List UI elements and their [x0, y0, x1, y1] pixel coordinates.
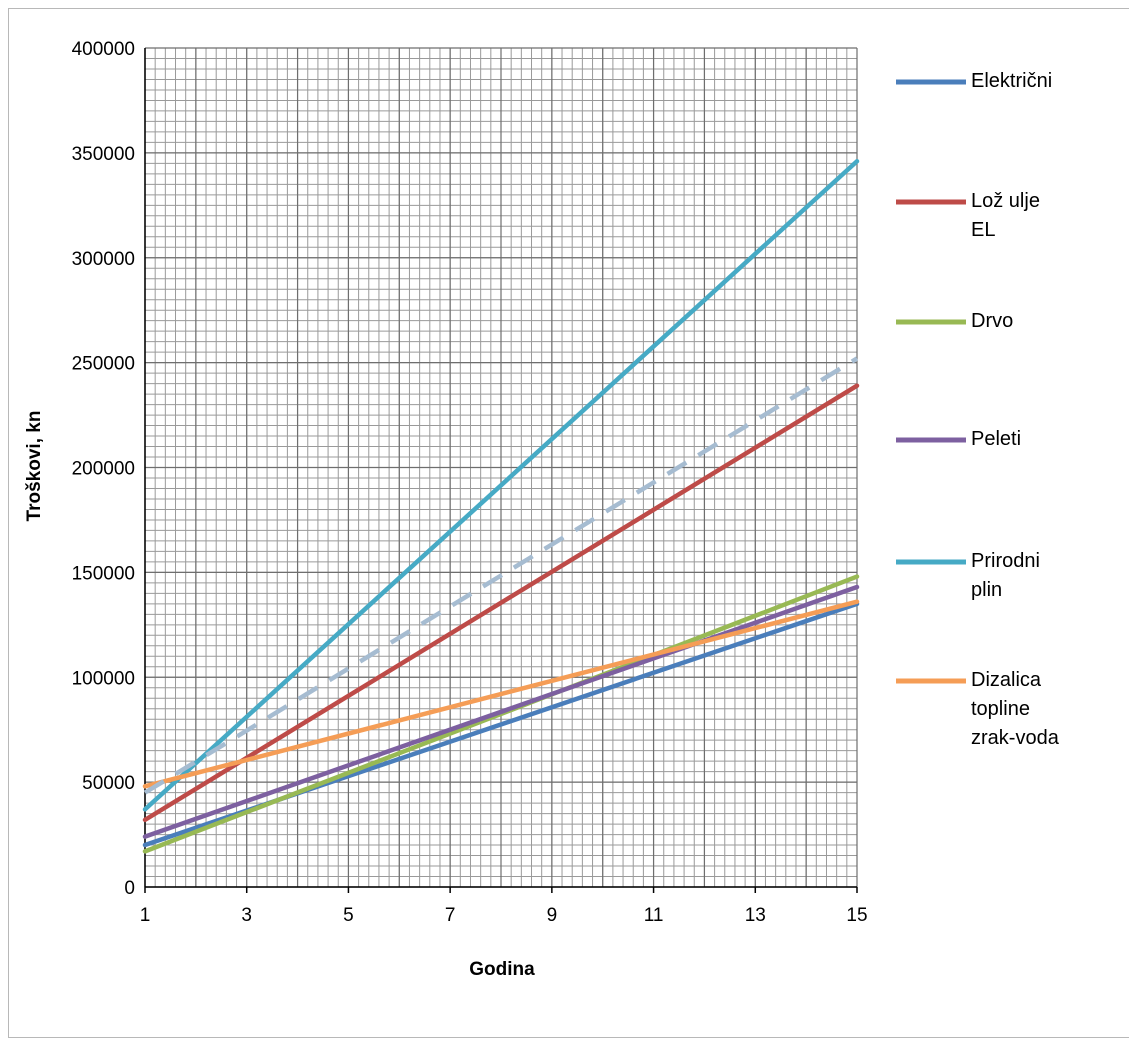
series-lines	[142, 159, 860, 854]
dashed-reference-line	[143, 356, 859, 795]
y-tick-label: 100000	[72, 668, 135, 689]
legend-label-line: Lož ulje	[971, 190, 1040, 212]
y-tick-label: 350000	[72, 144, 135, 165]
legend-label-line: Električni	[971, 70, 1053, 92]
legend-label-line: plin	[971, 579, 1003, 601]
tick-labels: 0 50000 100000 150000 200000 250000 300000 3500…	[72, 39, 868, 926]
legend-label-line: topline	[971, 698, 1030, 720]
y-tick-label: 200000	[72, 459, 135, 480]
legend-label-line: Prirodni	[971, 550, 1040, 572]
x-tick-label: 3	[241, 905, 252, 926]
x-axis-title: Godina	[469, 959, 535, 980]
x-tick-label: 5	[343, 905, 354, 926]
y-tick-label: 250000	[72, 354, 135, 375]
legend-label-line: Peleti	[971, 428, 1022, 450]
x-tick-label: 1	[140, 905, 151, 926]
x-tick-label: 13	[745, 905, 766, 926]
y-tick-label: 400000	[72, 39, 135, 60]
legend-label: Lož ulje EL	[971, 187, 1101, 245]
y-tick-label: 0	[124, 878, 135, 899]
x-tick-label: 15	[846, 905, 867, 926]
legend-label-line: zrak-voda	[971, 727, 1059, 749]
x-tick-label: 7	[445, 905, 456, 926]
series-line	[142, 599, 860, 789]
y-tick-label: 150000	[72, 563, 135, 584]
y-tick-label: 300000	[72, 249, 135, 270]
legend-swatches	[896, 79, 966, 684]
x-tick-label: 11	[644, 905, 664, 926]
series-line	[142, 383, 860, 823]
series-line	[142, 159, 860, 812]
series-line	[142, 584, 860, 839]
x-tick-label: 9	[547, 905, 558, 926]
legend-label-line: Drvo	[971, 310, 1014, 332]
legend-label: Električni	[971, 67, 1101, 96]
legend-label-line: Dizalica	[971, 669, 1042, 691]
legend-label: Peleti	[971, 425, 1101, 454]
axes	[144, 48, 858, 893]
y-tick-label: 50000	[82, 773, 135, 794]
y-axis-title: Troškovi, kn	[24, 411, 45, 522]
legend-label: Drvo	[971, 307, 1101, 336]
legend-label: Prirodni plin	[971, 547, 1101, 605]
legend-label: Dizalica topline zrak-voda	[971, 666, 1101, 753]
legend-label-line: EL	[971, 219, 996, 241]
